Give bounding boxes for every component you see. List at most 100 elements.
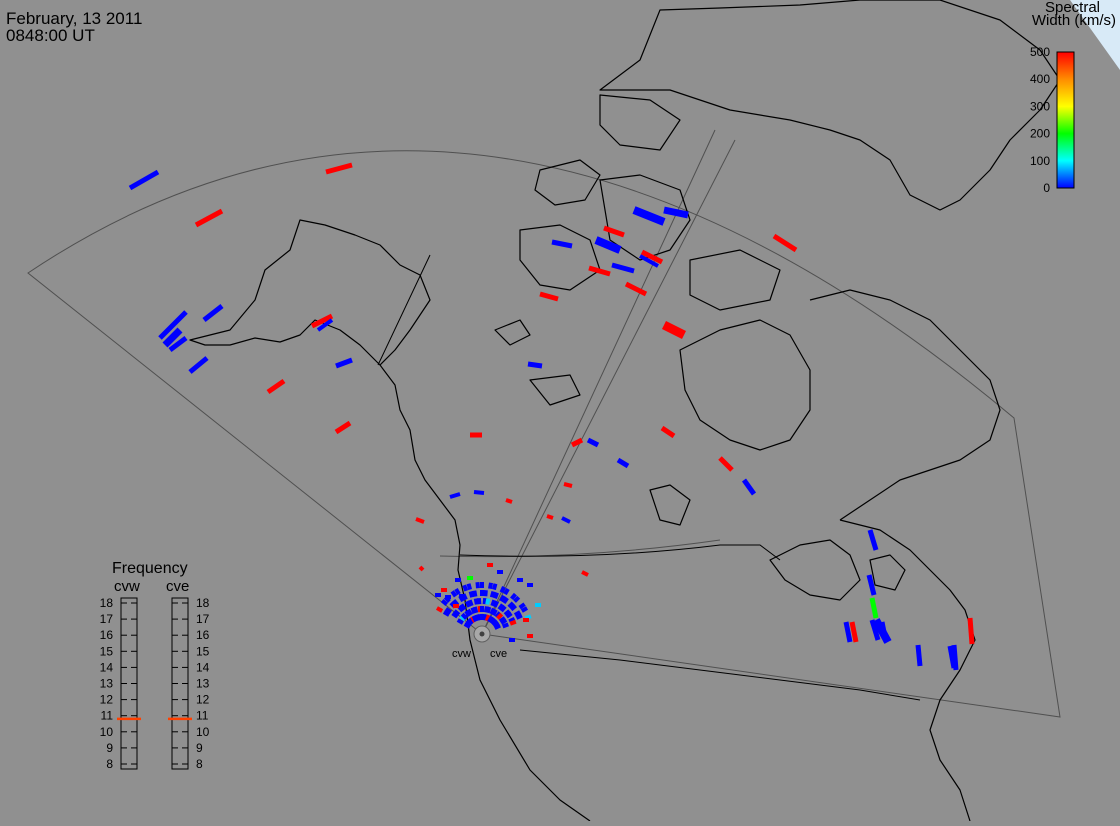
radar-label-cvw: cvw	[452, 648, 471, 660]
echo-cell-outer	[523, 618, 529, 622]
frequency-tick-label-cvw: 18	[100, 596, 114, 610]
echo-cell	[505, 498, 513, 504]
echo-cell-near	[466, 608, 473, 616]
echo-cell	[915, 644, 923, 667]
echo-cell-near	[499, 594, 506, 603]
echo-cell-near	[485, 606, 492, 614]
frequency-tick-label-cve: 12	[196, 693, 210, 707]
echo-cell	[967, 617, 975, 645]
echo-cell-near	[456, 618, 464, 625]
echo-cell	[639, 254, 659, 268]
echo-cell-near	[471, 615, 478, 623]
frequency-tick-label-cve: 16	[196, 628, 210, 642]
echo-cell-outer	[487, 563, 493, 567]
radar-site-center	[479, 631, 485, 637]
echo-cell-near	[453, 609, 461, 617]
frequency-title: Frequency	[112, 560, 188, 577]
echo-cell-near	[482, 597, 488, 605]
frequency-panel: 18 18 17 17 16 16 15 15 14 14 13 13 12 12 11 11 10 10 9 9 8 8	[100, 596, 210, 771]
echo-cell	[168, 336, 188, 352]
colorbar-tick-label: 200	[1030, 127, 1050, 141]
echo-cell	[866, 574, 877, 596]
frequency-tick-label-cve: 18	[196, 596, 210, 610]
frequency-tick-label-cvw: 8	[106, 757, 113, 771]
fov-outline	[27, 129, 1061, 718]
echo-cell	[718, 456, 734, 472]
echo-cell-near	[515, 613, 523, 620]
frequency-tick-label-cve: 13	[196, 677, 210, 691]
echo-cell	[632, 206, 666, 226]
echo-cell-near	[472, 590, 478, 597]
colorbar-ticks: 500 400 300 200 100 0	[1030, 45, 1050, 195]
radar-echoes	[128, 162, 975, 671]
echo-cell-near	[483, 606, 489, 613]
echo-cell	[616, 457, 630, 469]
echo-cell	[663, 206, 689, 219]
echo-cell	[418, 565, 425, 572]
echo-cell-near	[524, 614, 532, 621]
frequency-tick-label-cve: 15	[196, 644, 210, 658]
echo-cell	[546, 514, 554, 520]
echo-cell	[588, 265, 611, 277]
us-canada-border	[459, 544, 781, 561]
echo-cell	[611, 262, 635, 274]
echo-cell-near	[483, 589, 488, 597]
echo-cell-near	[491, 619, 499, 627]
date-label: February, 13 2011	[6, 9, 143, 28]
echo-cell-near	[497, 603, 505, 611]
echo-cell-near	[496, 612, 504, 620]
coastlines	[189, 0, 1061, 822]
echo-cell	[551, 239, 573, 249]
echo-cell-near	[509, 604, 517, 612]
frequency-tick-label-cvw: 12	[100, 693, 114, 707]
echo-cell-near	[476, 613, 482, 621]
echo-cell-near	[464, 609, 472, 618]
echo-cell	[473, 490, 485, 495]
echo-cell-near	[460, 612, 468, 620]
echo-cell	[869, 619, 881, 641]
political-boundaries	[377, 254, 921, 701]
echo-cell-outer	[527, 634, 533, 638]
echo-cell	[563, 482, 573, 488]
echo-cell	[640, 249, 664, 265]
echo-cell	[128, 169, 160, 191]
frequency-tick-label-cve: 11	[196, 709, 209, 723]
echo-cell	[334, 420, 352, 435]
echo-cell-near	[451, 611, 459, 619]
radar-label-cve: cve	[490, 648, 507, 660]
echo-cell	[879, 621, 889, 643]
colorbar-tick-label: 300	[1030, 99, 1050, 113]
echo-cell	[867, 529, 879, 551]
echo-cell-near	[489, 590, 496, 598]
frequency-tick-label-cve: 8	[196, 757, 203, 771]
echo-cell-near	[499, 605, 507, 613]
echo-cell-near	[484, 614, 491, 622]
echo-cell-near	[488, 582, 493, 590]
colorbar-title-line1: Spectral	[1044, 0, 1100, 16]
colorbar: 500 400 300 200 100 0	[1030, 45, 1075, 195]
echo-cell-near	[464, 620, 472, 628]
echo-cell-near	[498, 616, 507, 624]
echo-cell	[202, 304, 224, 322]
echo-cell-near	[509, 619, 517, 626]
echo-cell	[772, 233, 798, 253]
echo-cell	[843, 621, 853, 643]
echo-cell-near	[518, 602, 526, 610]
echo-cell-near	[442, 610, 451, 617]
frequency-tick-label-cvw: 17	[100, 612, 114, 626]
echo-cell-near	[500, 618, 508, 625]
echo-cell	[266, 378, 286, 395]
frequency-tick-label-cvw: 13	[100, 677, 114, 691]
echo-cell-near	[491, 608, 498, 616]
echo-cell-near	[503, 587, 510, 596]
echo-cell	[849, 621, 859, 643]
frequency-tick-label-cvw: 10	[100, 725, 114, 739]
alaska-yukon-border	[377, 254, 431, 366]
colorbar-gradient	[1056, 51, 1075, 189]
echo-cell-near	[467, 617, 475, 625]
echo-cell	[660, 425, 676, 439]
echo-cell	[586, 437, 600, 448]
echo-cell-near	[485, 598, 491, 605]
